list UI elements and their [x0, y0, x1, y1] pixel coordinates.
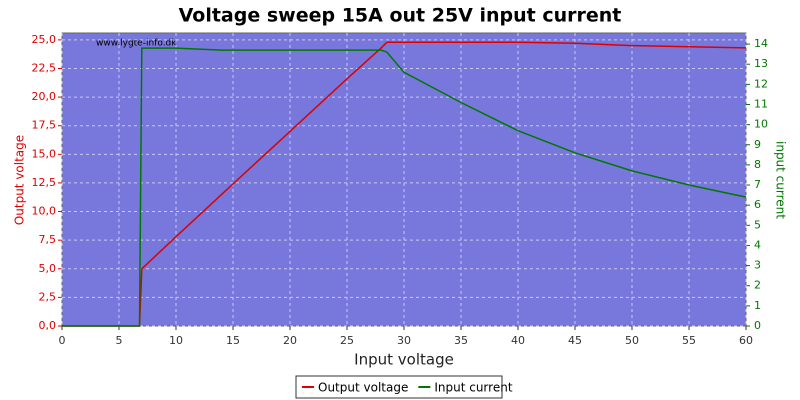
y-tick-label: 10,0: [32, 205, 57, 218]
y2-tick-label: 11: [754, 97, 768, 110]
y-tick-label: 5,0: [39, 262, 57, 275]
x-tick-label: 15: [226, 334, 240, 347]
legend-label: Output voltage: [318, 381, 408, 395]
y-tick-label: 12,5: [32, 176, 57, 189]
y2-tick-label: 10: [754, 118, 768, 131]
y2-tick-label: 0: [754, 319, 761, 332]
x-tick-label: 20: [283, 334, 297, 347]
x-tick-label: 40: [511, 334, 525, 347]
y2-tick-label: 14: [754, 37, 768, 50]
y-tick-label: 7,5: [39, 233, 57, 246]
y2-tick-label: 9: [754, 138, 761, 151]
legend-label: Input current: [434, 381, 512, 395]
y2-tick-label: 12: [754, 77, 768, 90]
y2-axis-label: input current: [774, 141, 788, 219]
x-tick-label: 5: [116, 334, 123, 347]
y2-tick-label: 13: [754, 57, 768, 70]
y2-tick-label: 5: [754, 218, 761, 231]
y-tick-label: 15,0: [32, 147, 57, 160]
y-tick-label: 17,5: [32, 119, 57, 132]
y-tick-label: 22,5: [32, 61, 57, 74]
legend: [295, 375, 503, 399]
y2-tick-label: 7: [754, 178, 761, 191]
y-axis-label: Output voltage: [13, 135, 27, 225]
x-tick-label: 0: [59, 334, 66, 347]
y-tick-label: 25,0: [32, 33, 57, 46]
y-tick-label: 20,0: [32, 90, 57, 103]
x-tick-label: 50: [625, 334, 639, 347]
line-series: [62, 41, 747, 327]
x-tick-label: 25: [340, 334, 354, 347]
x-tick-label: 45: [568, 334, 582, 347]
watermark: www.lygte-info.dk: [96, 39, 177, 49]
x-tick-label: 10: [169, 334, 183, 347]
y-tick-label: 0,0: [39, 319, 57, 332]
x-axis-label: Input voltage: [354, 351, 454, 369]
x-tick-label: 60: [739, 334, 753, 347]
x-tick-label: 35: [454, 334, 468, 347]
x-tick-label: 55: [682, 334, 696, 347]
x-tick-label: 30: [397, 334, 411, 347]
y2-tick-label: 4: [754, 238, 761, 251]
y2-tick-label: 3: [754, 259, 761, 272]
y2-tick-label: 8: [754, 158, 761, 171]
line-series: [62, 47, 747, 327]
y2-tick-label: 1: [754, 299, 761, 312]
y2-tick-label: 6: [754, 198, 761, 211]
y-tick-label: 2,5: [39, 290, 57, 303]
chart-title: Voltage sweep 15A out 25V input current: [179, 5, 622, 27]
y2-tick-label: 2: [754, 279, 761, 292]
